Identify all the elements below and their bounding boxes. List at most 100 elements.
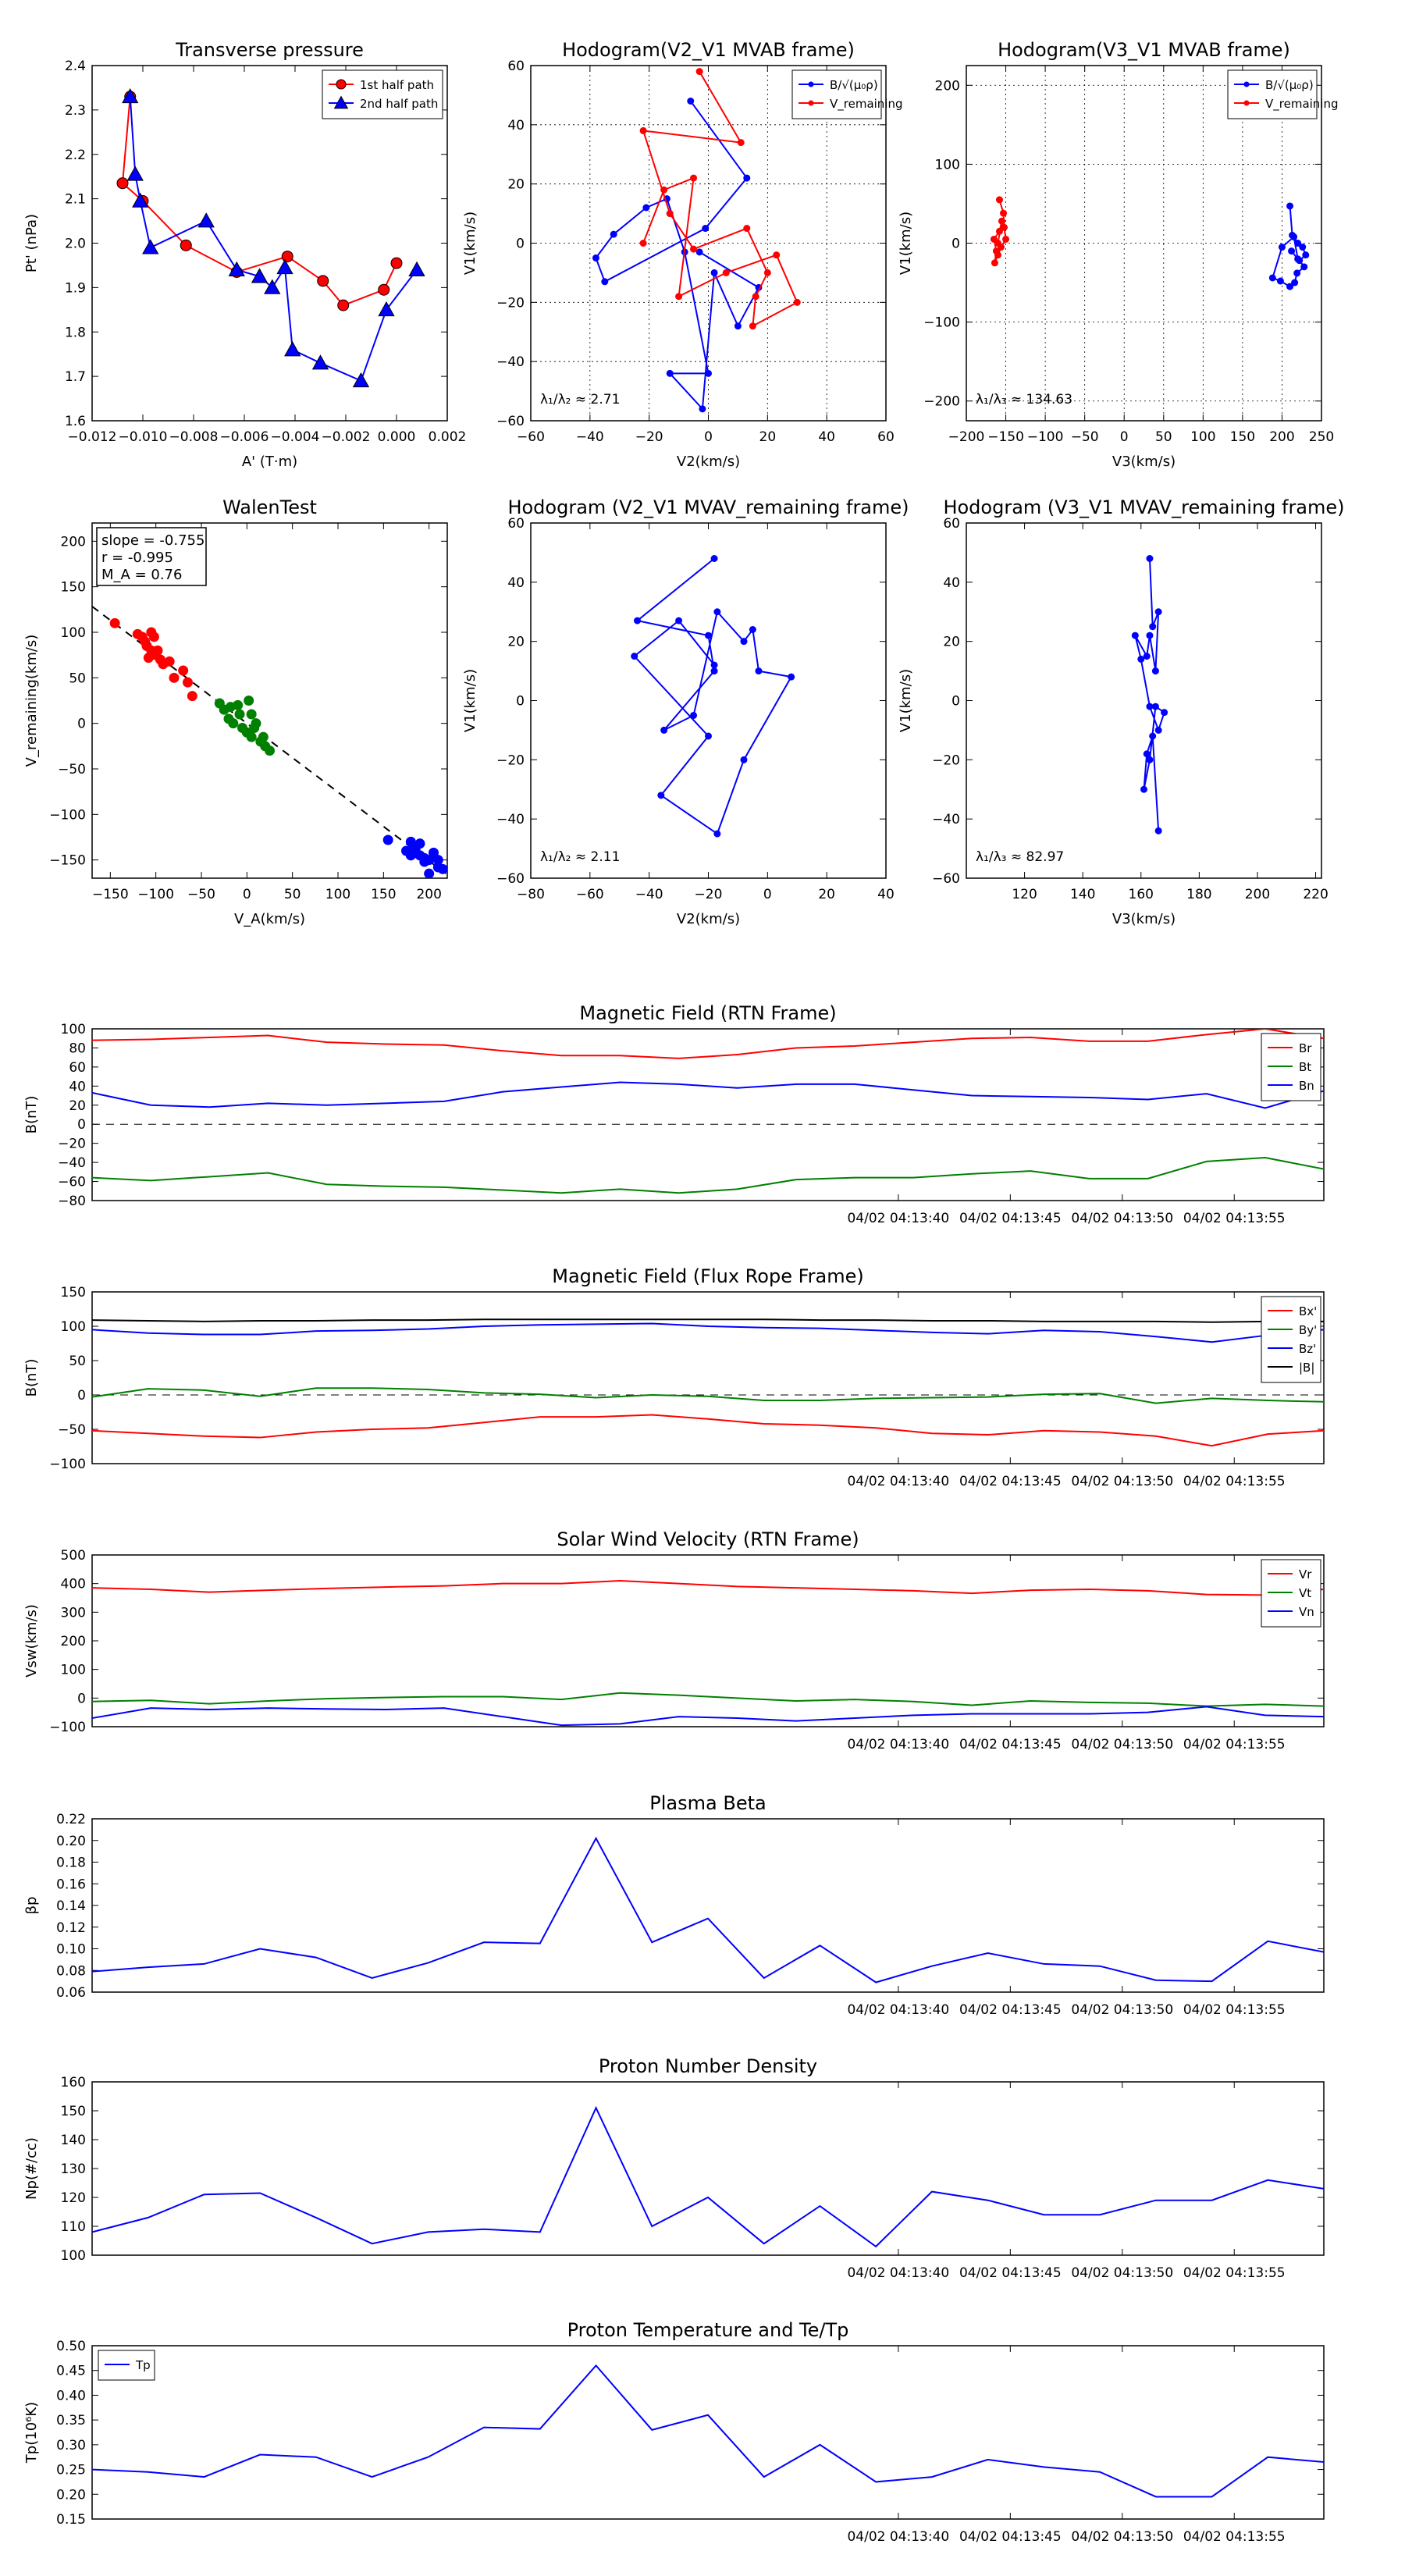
- x-tick-label: 180: [1186, 887, 1211, 902]
- series-line: [633, 557, 793, 835]
- data-point: [690, 174, 698, 182]
- y-tick-label: 100: [61, 625, 86, 641]
- data-point: [109, 617, 120, 628]
- data-point: [317, 275, 329, 287]
- data-point: [126, 165, 144, 181]
- y-tick-label: 20: [507, 177, 525, 193]
- data-point: [713, 608, 721, 616]
- data-point: [808, 100, 814, 106]
- x-tick-label: −150: [92, 887, 129, 902]
- x-tick-label: 04/02 04:13:45: [959, 2265, 1062, 2281]
- annotation: λ₁/λ₂ ≈ 2.71: [540, 392, 620, 407]
- legend-label: Vn: [1299, 1605, 1314, 1619]
- x-axis-label: V2(km/s): [677, 454, 740, 470]
- x-axis-label: V3(km/s): [1112, 911, 1176, 927]
- y-tick-label: −50: [58, 762, 86, 777]
- y-tick-label: 60: [507, 516, 525, 532]
- data-point: [1001, 223, 1008, 231]
- data-point: [424, 868, 435, 878]
- x-tick-label: 04/02 04:13:45: [959, 1737, 1062, 1752]
- data-point: [146, 627, 157, 638]
- y-axis-label: Np(#/cc): [23, 2137, 40, 2200]
- data-point: [740, 638, 748, 646]
- data-point: [991, 259, 998, 267]
- x-tick-label: −0.010: [119, 429, 168, 445]
- data-point: [1154, 726, 1162, 734]
- chart-title: Magnetic Field (RTN Frame): [579, 1002, 836, 1024]
- legend-label: B/√(μ₀ρ): [1265, 78, 1314, 92]
- data-point: [228, 261, 245, 276]
- data-point: [1143, 653, 1151, 660]
- x-axis-label: A' (T·m): [242, 454, 297, 470]
- data-point: [164, 656, 175, 667]
- legend-label: Br: [1299, 1041, 1312, 1055]
- y-tick-label: 110: [61, 2219, 86, 2235]
- y-axis-label: Tp(10⁶K): [23, 2402, 40, 2464]
- x-tick-label: −100: [137, 887, 174, 902]
- x-tick-label: 04/02 04:13:45: [959, 2529, 1062, 2545]
- y-tick-label: 200: [935, 78, 960, 94]
- chart-title: Magnetic Field (Flux Rope Frame): [552, 1265, 863, 1287]
- series-line: [92, 1156, 1324, 1194]
- data-point: [1151, 703, 1159, 710]
- legend-box: [322, 69, 443, 119]
- y-tick-label: 2.4: [65, 59, 86, 74]
- x-tick-label: 04/02 04:13:40: [847, 2002, 949, 2018]
- y-tick-label: 40: [507, 118, 525, 133]
- data-point: [995, 196, 1003, 204]
- data-point: [311, 354, 329, 370]
- data-point: [710, 555, 718, 562]
- x-tick-label: −60: [576, 887, 604, 902]
- data-point: [705, 369, 712, 377]
- data-point: [690, 245, 698, 253]
- data-point: [601, 278, 609, 286]
- y-tick-label: −20: [58, 1137, 86, 1152]
- data-point: [743, 225, 751, 233]
- data-point: [152, 645, 163, 656]
- series-line: [92, 1322, 1324, 1343]
- annotation: λ₁/λ₃ ≈ 82.97: [976, 849, 1064, 865]
- data-point: [142, 239, 159, 254]
- y-tick-label: −40: [58, 1155, 86, 1171]
- data-point: [122, 87, 139, 104]
- chart-title: Proton Temperature and Te/Tp: [567, 2319, 849, 2341]
- legend-label: Bx': [1299, 1304, 1317, 1318]
- data-point: [276, 258, 293, 275]
- y-tick-label: −100: [49, 1457, 86, 1472]
- data-point: [382, 834, 393, 845]
- y-tick-label: −100: [923, 315, 960, 331]
- legend-box: [791, 69, 882, 119]
- x-tick-label: 20: [759, 429, 777, 445]
- data-point: [690, 711, 698, 719]
- data-point: [763, 269, 771, 276]
- x-tick-label: 200: [1269, 429, 1294, 445]
- data-point: [251, 268, 269, 283]
- y-tick-label: 1.6: [65, 414, 86, 429]
- x-tick-label: 04/02 04:13:45: [959, 2002, 1062, 2018]
- x-tick-label: 04/02 04:13:40: [847, 2529, 949, 2545]
- y-tick-label: 2.0: [65, 237, 86, 252]
- y-tick-label: −40: [496, 354, 525, 370]
- data-point: [140, 636, 151, 647]
- data-point: [642, 204, 650, 212]
- series-line: [121, 96, 397, 307]
- data-point: [610, 230, 617, 238]
- data-point: [675, 617, 683, 624]
- y-tick-label: 0.14: [56, 1898, 86, 1914]
- data-point: [1293, 269, 1301, 277]
- y-tick-label: −100: [49, 807, 86, 823]
- plot-frame: [91, 1291, 1325, 1464]
- y-tick-label: 2.1: [65, 192, 86, 208]
- y-tick-label: 100: [61, 2248, 86, 2264]
- y-axis-label: V1(km/s): [462, 212, 478, 275]
- y-tick-label: 0: [77, 717, 86, 732]
- plot-area: [92, 1318, 1324, 1447]
- plot-area: [92, 2364, 1324, 2498]
- data-point: [1002, 235, 1010, 243]
- y-tick-label: −60: [932, 871, 960, 887]
- y-tick-label: 0.15: [56, 2512, 86, 2528]
- x-tick-label: 04/02 04:13:50: [1071, 2529, 1173, 2545]
- data-point: [178, 665, 189, 676]
- chart-title: Plasma Beta: [649, 1792, 766, 1814]
- data-point: [284, 341, 301, 357]
